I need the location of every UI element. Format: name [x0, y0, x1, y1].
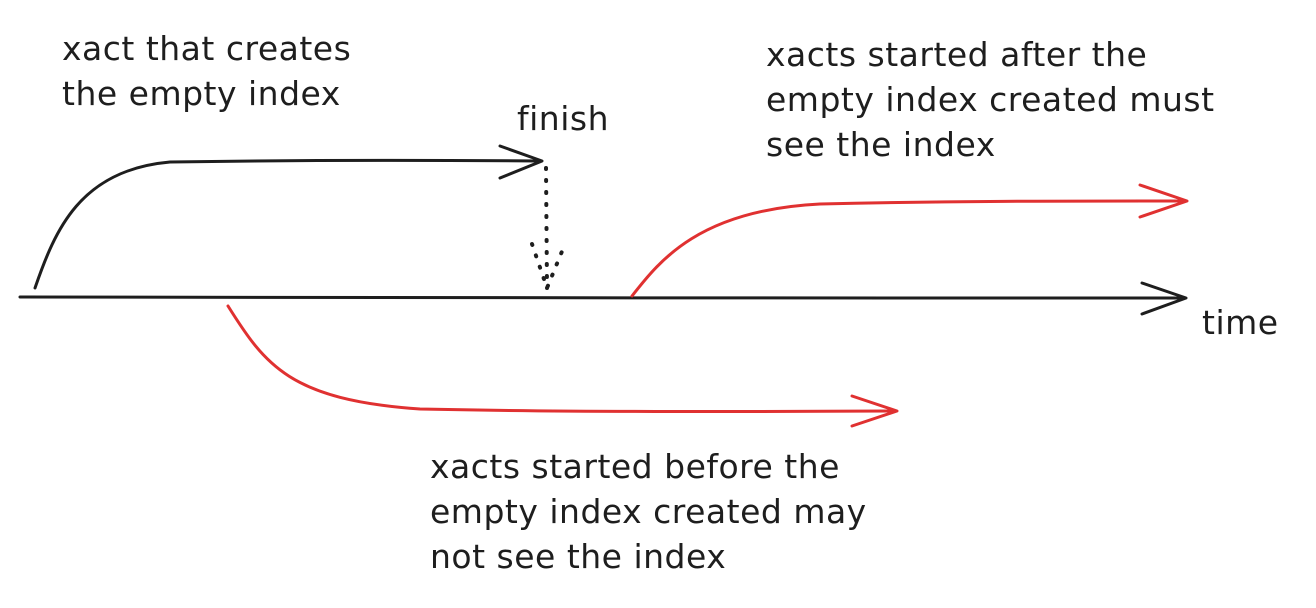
after-xacts-arrowhead — [1138, 183, 1189, 219]
creator-xact-label-line: xact that creates — [62, 29, 352, 68]
after-xacts-curve — [630, 199, 1187, 298]
after-xacts-label-line: empty index created must — [766, 80, 1215, 119]
time-axis-line — [18, 295, 1187, 300]
before-xacts-arrowhead — [850, 394, 899, 428]
time-axis-arrowhead — [1140, 281, 1188, 316]
creator-xact-curve — [33, 158, 542, 290]
before-xacts-label-line: not see the index — [430, 537, 727, 576]
before-xacts-label: xacts started before the empty index cre… — [430, 444, 867, 579]
finish-dotted-arrowhead — [530, 242, 567, 290]
creator-xact-label: xact that creates the empty index — [62, 26, 351, 116]
after-xacts-label-line: xacts started after the — [766, 35, 1148, 74]
creator-xact-label-line: the empty index — [62, 74, 341, 113]
creator-xact-arrowhead — [498, 144, 544, 180]
before-xacts-label-line: xacts started before the — [430, 447, 840, 486]
after-xacts-label: xacts started after the empty index crea… — [766, 32, 1215, 167]
finish-label-text: finish — [517, 99, 609, 138]
time-axis-label: time — [1202, 300, 1279, 345]
after-xacts-label-line: see the index — [766, 125, 996, 164]
time-axis-label-text: time — [1202, 303, 1279, 342]
before-xacts-label-line: empty index created may — [430, 492, 867, 531]
before-xacts-curve — [226, 304, 897, 414]
finish-label: finish — [517, 96, 609, 141]
finish-dotted-line — [544, 166, 549, 290]
